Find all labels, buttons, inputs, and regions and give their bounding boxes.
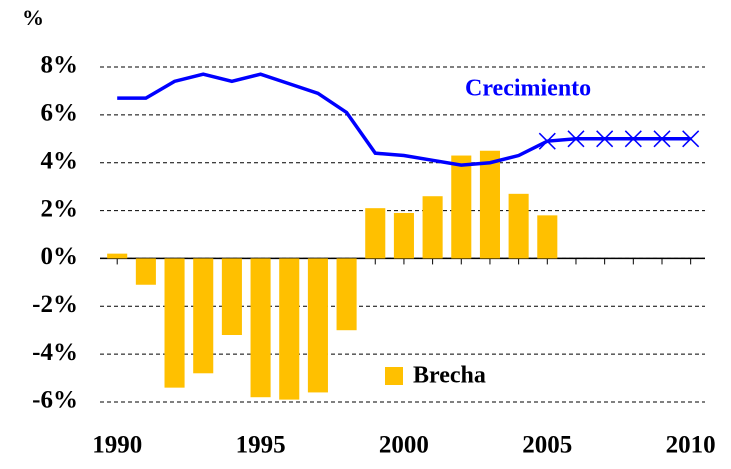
legend-swatch [385,367,403,385]
x-tick-label: 2000 [379,432,429,459]
bar [365,208,386,259]
y-tick-label: 4% [41,147,79,174]
bar [107,253,128,259]
bar [537,215,558,259]
y-tick-label: -2% [32,291,78,318]
bar [307,258,328,393]
y-unit-label: % [22,5,44,30]
y-tick-label: 8% [41,52,79,79]
line-marker [682,130,700,148]
line-marker [567,130,585,148]
bar [422,196,443,259]
y-tick-label: 6% [41,100,79,127]
line-label: Crecimiento [465,76,591,102]
bar [479,150,500,259]
y-tick-label: 0% [41,243,79,270]
x-tick-label: 1995 [236,432,286,459]
line-marker [624,130,642,148]
bar [135,258,156,285]
x-tick-label: 1990 [92,432,142,459]
legend-label: Brecha [413,363,486,389]
bar [221,258,242,335]
line-marker [653,130,671,148]
bar [393,212,414,259]
bar [508,193,529,259]
line [117,72,691,167]
bar [250,258,271,398]
bar [164,258,185,388]
y-tick-label: 2% [41,195,79,222]
line-marker [538,132,556,150]
y-tick-label: -4% [32,339,78,366]
line-marker [596,130,614,148]
bar [193,258,214,374]
bar [336,258,357,331]
bar [451,155,472,259]
y-tick-label: -6% [32,387,78,414]
x-tick-label: 2005 [522,432,572,459]
bar [279,258,300,400]
x-tick-label: 2010 [666,432,716,459]
